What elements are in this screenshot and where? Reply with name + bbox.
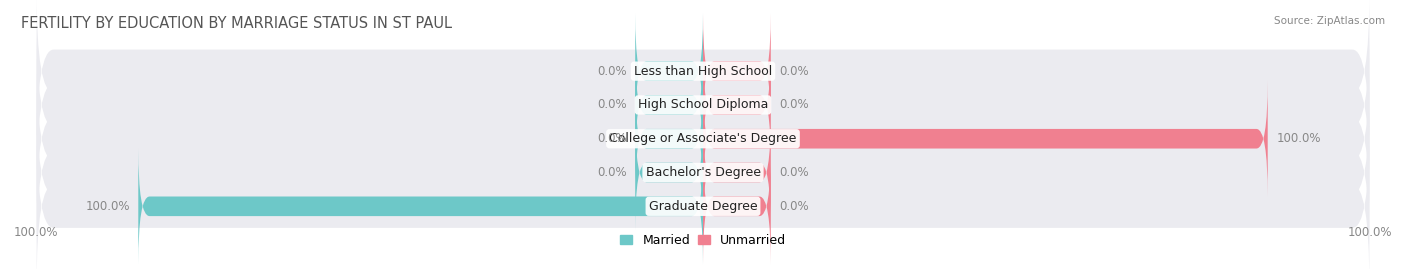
FancyBboxPatch shape: [37, 93, 1369, 252]
Text: 0.0%: 0.0%: [779, 166, 808, 179]
Text: 0.0%: 0.0%: [598, 98, 627, 111]
Text: 0.0%: 0.0%: [779, 200, 808, 213]
FancyBboxPatch shape: [703, 115, 770, 230]
Text: 100.0%: 100.0%: [86, 200, 129, 213]
Text: Less than High School: Less than High School: [634, 65, 772, 78]
FancyBboxPatch shape: [703, 13, 770, 129]
Text: 0.0%: 0.0%: [779, 98, 808, 111]
Text: 100.0%: 100.0%: [14, 226, 59, 239]
Text: 0.0%: 0.0%: [779, 65, 808, 78]
Text: FERTILITY BY EDUCATION BY MARRIAGE STATUS IN ST PAUL: FERTILITY BY EDUCATION BY MARRIAGE STATU…: [21, 16, 453, 31]
Text: College or Associate's Degree: College or Associate's Degree: [609, 132, 797, 145]
Text: Graduate Degree: Graduate Degree: [648, 200, 758, 213]
Text: 0.0%: 0.0%: [598, 65, 627, 78]
FancyBboxPatch shape: [703, 148, 770, 264]
FancyBboxPatch shape: [138, 148, 703, 264]
FancyBboxPatch shape: [37, 25, 1369, 185]
FancyBboxPatch shape: [37, 59, 1369, 218]
FancyBboxPatch shape: [703, 81, 1268, 197]
Text: 0.0%: 0.0%: [598, 166, 627, 179]
FancyBboxPatch shape: [636, 115, 703, 230]
Text: 0.0%: 0.0%: [598, 132, 627, 145]
FancyBboxPatch shape: [636, 13, 703, 129]
Text: 100.0%: 100.0%: [1277, 132, 1320, 145]
FancyBboxPatch shape: [636, 47, 703, 163]
Legend: Married, Unmarried: Married, Unmarried: [620, 234, 786, 247]
FancyBboxPatch shape: [37, 126, 1369, 269]
Text: 100.0%: 100.0%: [1347, 226, 1392, 239]
Text: High School Diploma: High School Diploma: [638, 98, 768, 111]
FancyBboxPatch shape: [703, 47, 770, 163]
Text: Source: ZipAtlas.com: Source: ZipAtlas.com: [1274, 16, 1385, 26]
FancyBboxPatch shape: [636, 81, 703, 197]
Text: Bachelor's Degree: Bachelor's Degree: [645, 166, 761, 179]
FancyBboxPatch shape: [37, 0, 1369, 151]
